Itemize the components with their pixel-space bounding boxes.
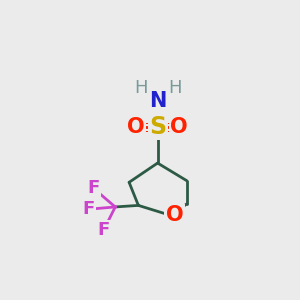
Text: F: F	[88, 179, 100, 197]
Text: O: O	[166, 206, 183, 225]
Text: O: O	[127, 117, 145, 137]
Text: O: O	[170, 117, 188, 137]
Text: S: S	[149, 115, 166, 139]
Text: H: H	[168, 80, 181, 98]
Text: H: H	[134, 80, 147, 98]
Text: N: N	[149, 92, 166, 111]
Text: F: F	[98, 221, 110, 239]
Text: F: F	[82, 200, 94, 218]
